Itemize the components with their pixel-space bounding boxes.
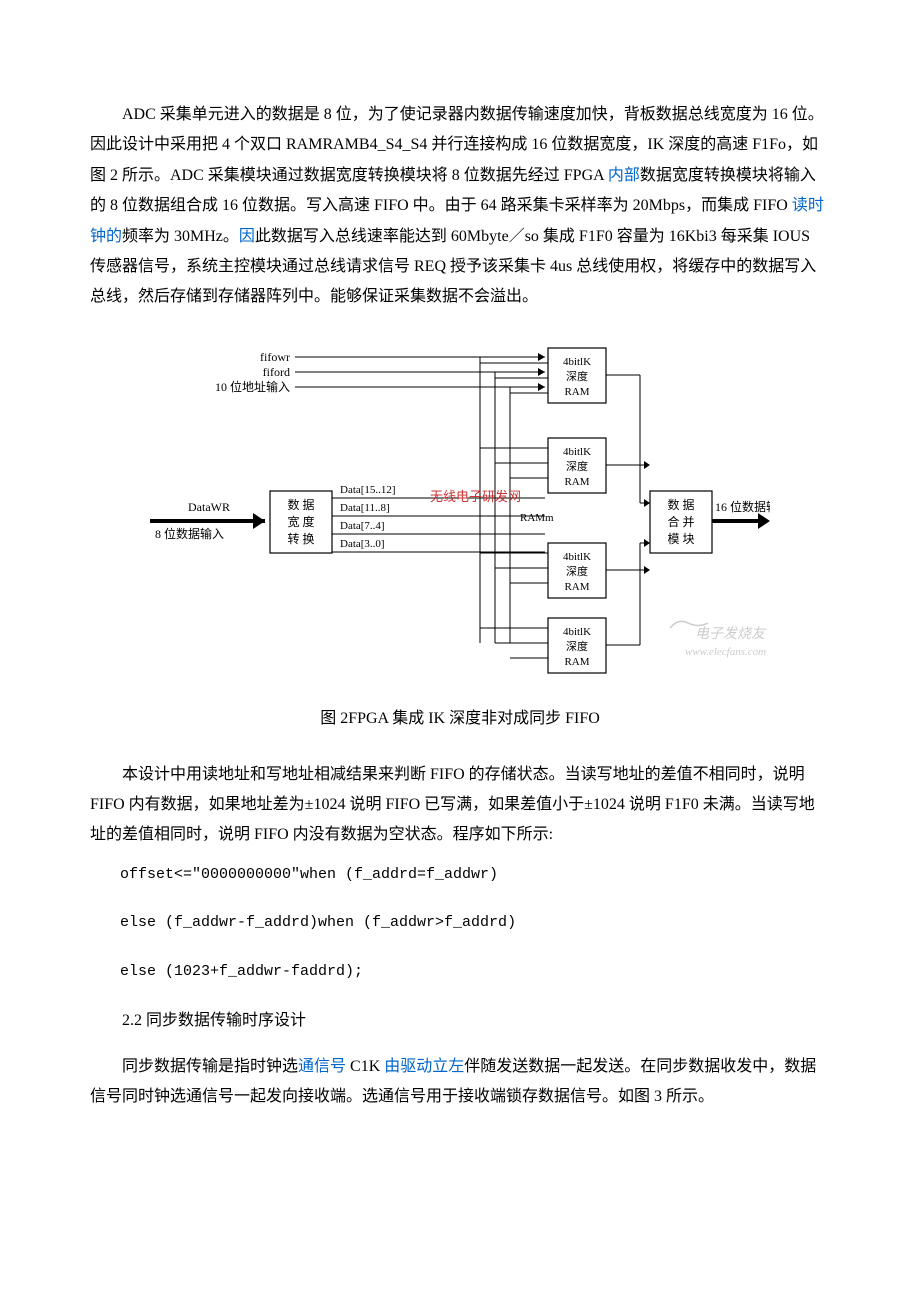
figure-2-caption: 图 2FPGA 集成 IK 深度非对成同步 FIFO <box>90 704 830 734</box>
code-line-3: else (1023+f_addwr-faddrd); <box>90 958 830 987</box>
svg-text:4bitlK: 4bitlK <box>563 626 591 638</box>
label-datawr: DataWR <box>188 500 230 514</box>
label-16bit-output: 16 位数据输出 <box>715 499 770 514</box>
block-left-l1: 数 据 <box>287 497 314 512</box>
paragraph-1: ADC 采集单元进入的数据是 8 位，为了使记录器内数据传输速度加快，背板数据总… <box>90 100 830 313</box>
svg-text:深度: 深度 <box>566 639 588 653</box>
ram-block-3: 4bitlK 深度 RAM <box>548 543 606 598</box>
block-right-l2: 合 并 <box>667 514 694 529</box>
ram-block-1: 4bitlK 深度 RAM <box>548 348 606 403</box>
section-2-2-title: 2.2 同步数据传输时序设计 <box>90 1006 830 1036</box>
svg-text:深度: 深度 <box>566 459 588 473</box>
svg-text:RAM: RAM <box>564 386 589 398</box>
svg-text:电子发烧友: 电子发烧友 <box>695 626 767 642</box>
svg-text:www.elecfans.com: www.elecfans.com <box>685 646 766 658</box>
overlay-text: 无线电子研发网 <box>430 489 521 504</box>
label-10bit-addr: 10 位地址输入 <box>215 379 290 394</box>
paragraph-2: 本设计中用读地址和写地址相减结果来判断 FIFO 的存储状态。当读写地址的差值不… <box>90 760 830 851</box>
fifo-diagram-svg: fifowr fiford 10 位地址输入 DataWR 8 位数据输入 数 … <box>150 343 770 683</box>
svg-text:RAM: RAM <box>564 581 589 593</box>
svg-text:深度: 深度 <box>566 564 588 578</box>
svg-text:4bitlK: 4bitlK <box>563 356 591 368</box>
ram-block-4: 4bitlK 深度 RAM <box>548 618 606 673</box>
link-driver[interactable]: 由驱动立左 <box>384 1058 464 1075</box>
code-line-1: offset<="0000000000"when (f_addrd=f_addw… <box>90 861 830 890</box>
link-signal[interactable]: 通信号 <box>298 1058 346 1075</box>
block-right-l3: 模 块 <box>667 532 694 546</box>
svg-text:RAM: RAM <box>564 476 589 488</box>
label-8bit-input: 8 位数据输入 <box>155 526 224 541</box>
svg-text:4bitlK: 4bitlK <box>563 551 591 563</box>
svg-text:RAM: RAM <box>564 656 589 668</box>
data-3-0: Data[3..0] <box>340 538 385 550</box>
label-ramm: RAMm <box>520 512 554 524</box>
para3-text-1: 同步数据传输是指时钟选 <box>122 1058 298 1075</box>
data-11-8: Data[11..8] <box>340 502 390 514</box>
data-7-4: Data[7..4] <box>340 520 385 532</box>
svg-text:4bitlK: 4bitlK <box>563 446 591 458</box>
label-fifowr: fifowr <box>260 350 290 364</box>
block-right-l1: 数 据 <box>667 497 694 512</box>
code-line-2: else (f_addwr-f_addrd)when (f_addwr>f_ad… <box>90 909 830 938</box>
block-left-l3: 转 换 <box>287 531 314 546</box>
svg-text:深度: 深度 <box>566 369 588 383</box>
data-15-12: Data[15..12] <box>340 484 396 496</box>
watermark: 电子发烧友 www.elecfans.com <box>670 621 767 658</box>
para3-text-2: C1K <box>346 1058 384 1075</box>
link-yin[interactable]: 因 <box>239 228 255 245</box>
label-fiford: fiford <box>263 365 290 379</box>
link-internal[interactable]: 内部 <box>608 167 640 184</box>
para1-text-3: 频率为 30MHz。 <box>122 228 239 245</box>
paragraph-3: 同步数据传输是指时钟选通信号 C1K 由驱动立左伴随发送数据一起发送。在同步数据… <box>90 1052 830 1113</box>
block-left-l2: 宽 度 <box>287 514 314 529</box>
ram-block-2: 4bitlK 深度 RAM <box>548 438 606 493</box>
figure-2: fifowr fiford 10 位地址输入 DataWR 8 位数据输入 数 … <box>90 343 830 694</box>
